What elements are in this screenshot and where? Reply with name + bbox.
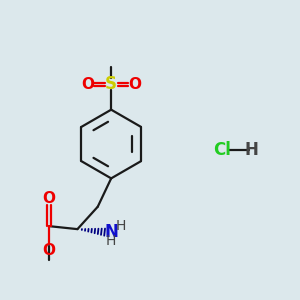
Text: H: H [244,141,259,159]
Text: O: O [81,77,94,92]
Text: N: N [105,223,119,241]
Text: O: O [42,191,55,206]
Text: H: H [106,234,116,248]
Text: S: S [105,75,117,93]
Text: O: O [42,243,55,258]
Text: Cl: Cl [213,141,231,159]
Text: H: H [116,218,126,233]
Text: O: O [129,77,142,92]
